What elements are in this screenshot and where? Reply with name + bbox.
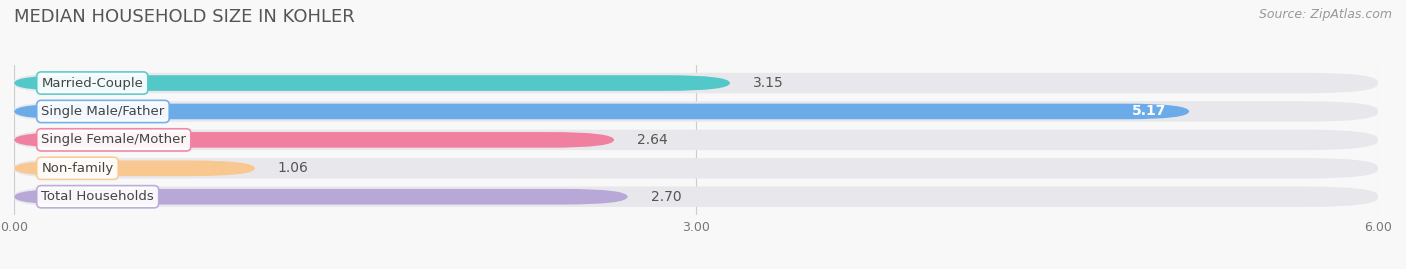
Text: Single Male/Father: Single Male/Father: [41, 105, 165, 118]
FancyBboxPatch shape: [14, 101, 1378, 122]
FancyBboxPatch shape: [14, 104, 1189, 119]
FancyBboxPatch shape: [14, 161, 254, 176]
FancyBboxPatch shape: [14, 158, 1378, 179]
Text: Single Female/Mother: Single Female/Mother: [41, 133, 186, 146]
Text: MEDIAN HOUSEHOLD SIZE IN KOHLER: MEDIAN HOUSEHOLD SIZE IN KOHLER: [14, 8, 354, 26]
FancyBboxPatch shape: [14, 130, 1378, 150]
Text: 5.17: 5.17: [1132, 104, 1167, 118]
Text: Married-Couple: Married-Couple: [41, 77, 143, 90]
FancyBboxPatch shape: [14, 75, 730, 91]
FancyBboxPatch shape: [14, 186, 1378, 207]
FancyBboxPatch shape: [14, 132, 614, 148]
Text: Source: ZipAtlas.com: Source: ZipAtlas.com: [1258, 8, 1392, 21]
Text: 2.70: 2.70: [651, 190, 681, 204]
Text: Non-family: Non-family: [41, 162, 114, 175]
Text: 1.06: 1.06: [278, 161, 308, 175]
FancyBboxPatch shape: [14, 189, 627, 204]
Text: 2.64: 2.64: [637, 133, 668, 147]
FancyBboxPatch shape: [14, 73, 1378, 93]
Text: Total Households: Total Households: [41, 190, 155, 203]
Text: 3.15: 3.15: [752, 76, 783, 90]
